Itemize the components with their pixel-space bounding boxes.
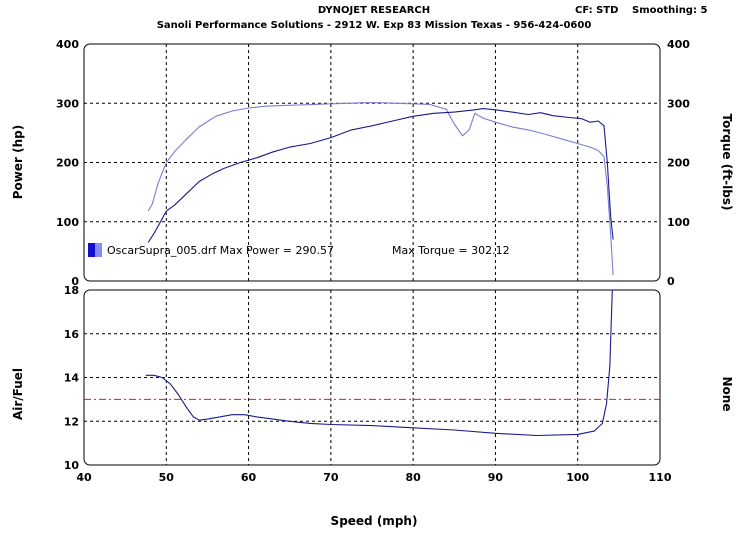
legend-torque-label: Max Torque = 302.12 xyxy=(392,244,510,257)
speed-tick-label: 50 xyxy=(159,471,175,484)
torque-axis-label: Torque (ft-lbs) xyxy=(720,114,734,211)
header-cf: CF: STD xyxy=(575,5,618,16)
power-tick-label: 100 xyxy=(56,216,79,229)
airfuel-tick-label: 10 xyxy=(64,459,80,472)
power-tick-label: 200 xyxy=(56,157,79,170)
tick-labels: 0 100 200 300 400 0 100 200 300 400 10 12 14 16 18 40 50… xyxy=(56,38,690,484)
airfuel-tick-label: 16 xyxy=(64,328,80,341)
power-tick-label: 400 xyxy=(56,38,79,51)
header-company: DYNOJET RESEARCH xyxy=(318,5,430,16)
legend-swatch-power xyxy=(88,243,95,257)
legend-swatch-torque xyxy=(95,243,102,257)
legend-run-label: OscarSupra_005.drf Max Power = 290.57 xyxy=(107,244,334,257)
torque-line xyxy=(147,102,614,276)
airfuel-tick-label: 18 xyxy=(64,284,79,297)
power-torque-series xyxy=(147,102,614,276)
airfuel-line xyxy=(145,289,613,437)
speed-tick-label: 40 xyxy=(76,471,92,484)
header-shop: Sanoli Performance Solutions - 2912 W. E… xyxy=(157,20,592,31)
speed-tick-label: 90 xyxy=(488,471,504,484)
power-tick-label: 300 xyxy=(56,97,79,110)
speed-tick-label: 70 xyxy=(323,471,339,484)
airfuel-axis-label: Air/Fuel xyxy=(11,368,25,420)
torque-tick-label: 300 xyxy=(667,97,690,110)
torque-tick-label: 200 xyxy=(667,157,690,170)
speed-tick-label: 100 xyxy=(566,471,589,484)
header-smoothing: Smoothing: 5 xyxy=(632,5,707,16)
speed-axis-label: Speed (mph) xyxy=(331,514,418,528)
power-line xyxy=(147,108,614,243)
airfuel-series xyxy=(145,289,613,437)
none-axis-label: None xyxy=(720,377,734,412)
power-axis-label: Power (hp) xyxy=(11,125,25,199)
speed-tick-label: 60 xyxy=(241,471,257,484)
torque-tick-label: 0 xyxy=(667,275,675,288)
legend: OscarSupra_005.drf Max Power = 290.57 Ma… xyxy=(88,243,510,257)
power-tick-label: 0 xyxy=(71,275,79,288)
airfuel-grid xyxy=(84,290,660,465)
speed-tick-label: 110 xyxy=(649,471,672,484)
torque-tick-label: 400 xyxy=(667,38,690,51)
airfuel-tick-label: 14 xyxy=(64,372,80,385)
airfuel-tick-label: 12 xyxy=(64,415,79,428)
speed-tick-label: 80 xyxy=(405,471,421,484)
torque-tick-label: 100 xyxy=(667,216,690,229)
